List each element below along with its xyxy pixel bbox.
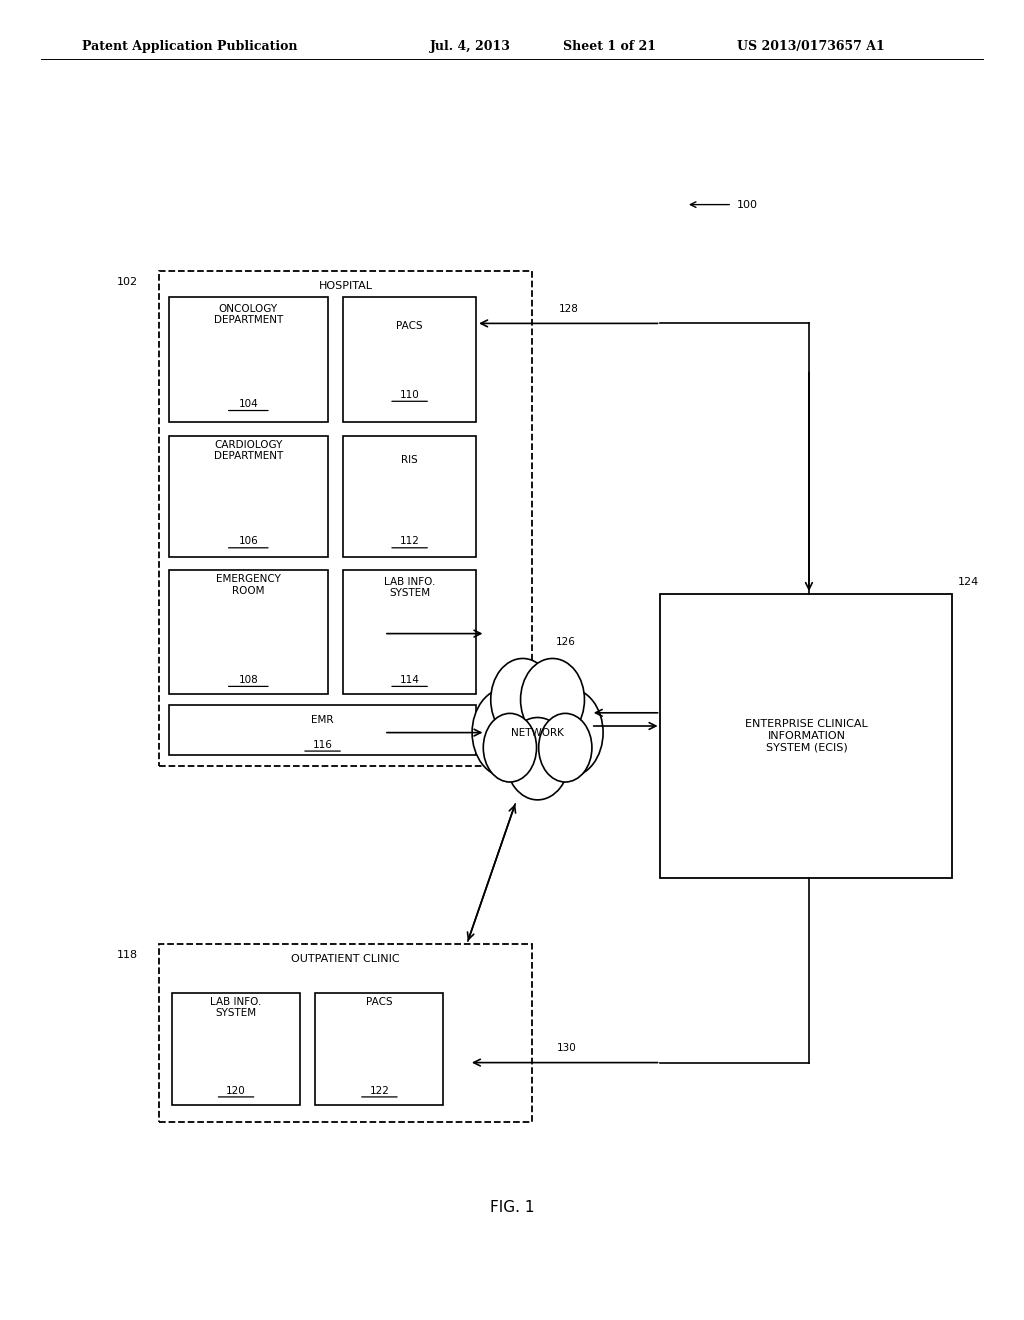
FancyBboxPatch shape: [169, 297, 328, 422]
Text: 120: 120: [226, 1085, 246, 1096]
Text: PACS: PACS: [396, 321, 423, 331]
Text: 128: 128: [558, 304, 579, 314]
Text: LAB INFO.
SYSTEM: LAB INFO. SYSTEM: [384, 577, 435, 598]
FancyBboxPatch shape: [169, 570, 328, 694]
Text: OUTPATIENT CLINIC: OUTPATIENT CLINIC: [291, 954, 400, 965]
Circle shape: [472, 688, 542, 777]
Text: 102: 102: [117, 277, 138, 288]
FancyBboxPatch shape: [169, 436, 328, 557]
Circle shape: [506, 718, 569, 800]
Text: HOSPITAL: HOSPITAL: [318, 281, 373, 292]
FancyBboxPatch shape: [343, 570, 476, 694]
Text: CARDIOLOGY
DEPARTMENT: CARDIOLOGY DEPARTMENT: [214, 440, 283, 461]
Circle shape: [520, 659, 585, 741]
FancyBboxPatch shape: [343, 297, 476, 422]
Text: Patent Application Publication: Patent Application Publication: [82, 40, 297, 53]
Text: EMR: EMR: [311, 715, 334, 726]
Text: PACS: PACS: [366, 997, 393, 1007]
Text: 108: 108: [239, 675, 258, 685]
Text: ENTERPRISE CLINICAL
INFORMATION
SYSTEM (ECIS): ENTERPRISE CLINICAL INFORMATION SYSTEM (…: [745, 719, 867, 752]
Text: LAB INFO.
SYSTEM: LAB INFO. SYSTEM: [210, 997, 262, 1018]
Circle shape: [539, 713, 592, 781]
FancyBboxPatch shape: [660, 594, 952, 878]
Text: Jul. 4, 2013: Jul. 4, 2013: [430, 40, 511, 53]
FancyBboxPatch shape: [159, 271, 532, 766]
Text: FIG. 1: FIG. 1: [489, 1200, 535, 1216]
Text: EMERGENCY
ROOM: EMERGENCY ROOM: [216, 574, 281, 595]
Text: 118: 118: [117, 950, 138, 961]
Circle shape: [495, 677, 581, 788]
Text: Sheet 1 of 21: Sheet 1 of 21: [563, 40, 656, 53]
Text: 116: 116: [312, 739, 333, 750]
Text: 112: 112: [399, 536, 420, 546]
FancyBboxPatch shape: [159, 944, 532, 1122]
FancyBboxPatch shape: [172, 993, 300, 1105]
Text: 104: 104: [239, 399, 258, 409]
Text: 124: 124: [957, 577, 979, 587]
Text: ONCOLOGY
DEPARTMENT: ONCOLOGY DEPARTMENT: [214, 304, 283, 325]
Text: 126: 126: [556, 636, 575, 647]
Circle shape: [534, 688, 603, 777]
Circle shape: [483, 713, 537, 781]
Text: 106: 106: [239, 536, 258, 546]
Text: 114: 114: [399, 675, 420, 685]
Text: 100: 100: [737, 199, 759, 210]
Circle shape: [490, 659, 555, 741]
Text: 130: 130: [556, 1043, 577, 1053]
FancyBboxPatch shape: [315, 993, 443, 1105]
FancyBboxPatch shape: [169, 705, 476, 755]
Text: 122: 122: [370, 1085, 389, 1096]
Text: NETWORK: NETWORK: [511, 727, 564, 738]
FancyBboxPatch shape: [343, 436, 476, 557]
Text: 110: 110: [399, 389, 420, 400]
Text: US 2013/0173657 A1: US 2013/0173657 A1: [737, 40, 885, 53]
Text: RIS: RIS: [401, 455, 418, 466]
